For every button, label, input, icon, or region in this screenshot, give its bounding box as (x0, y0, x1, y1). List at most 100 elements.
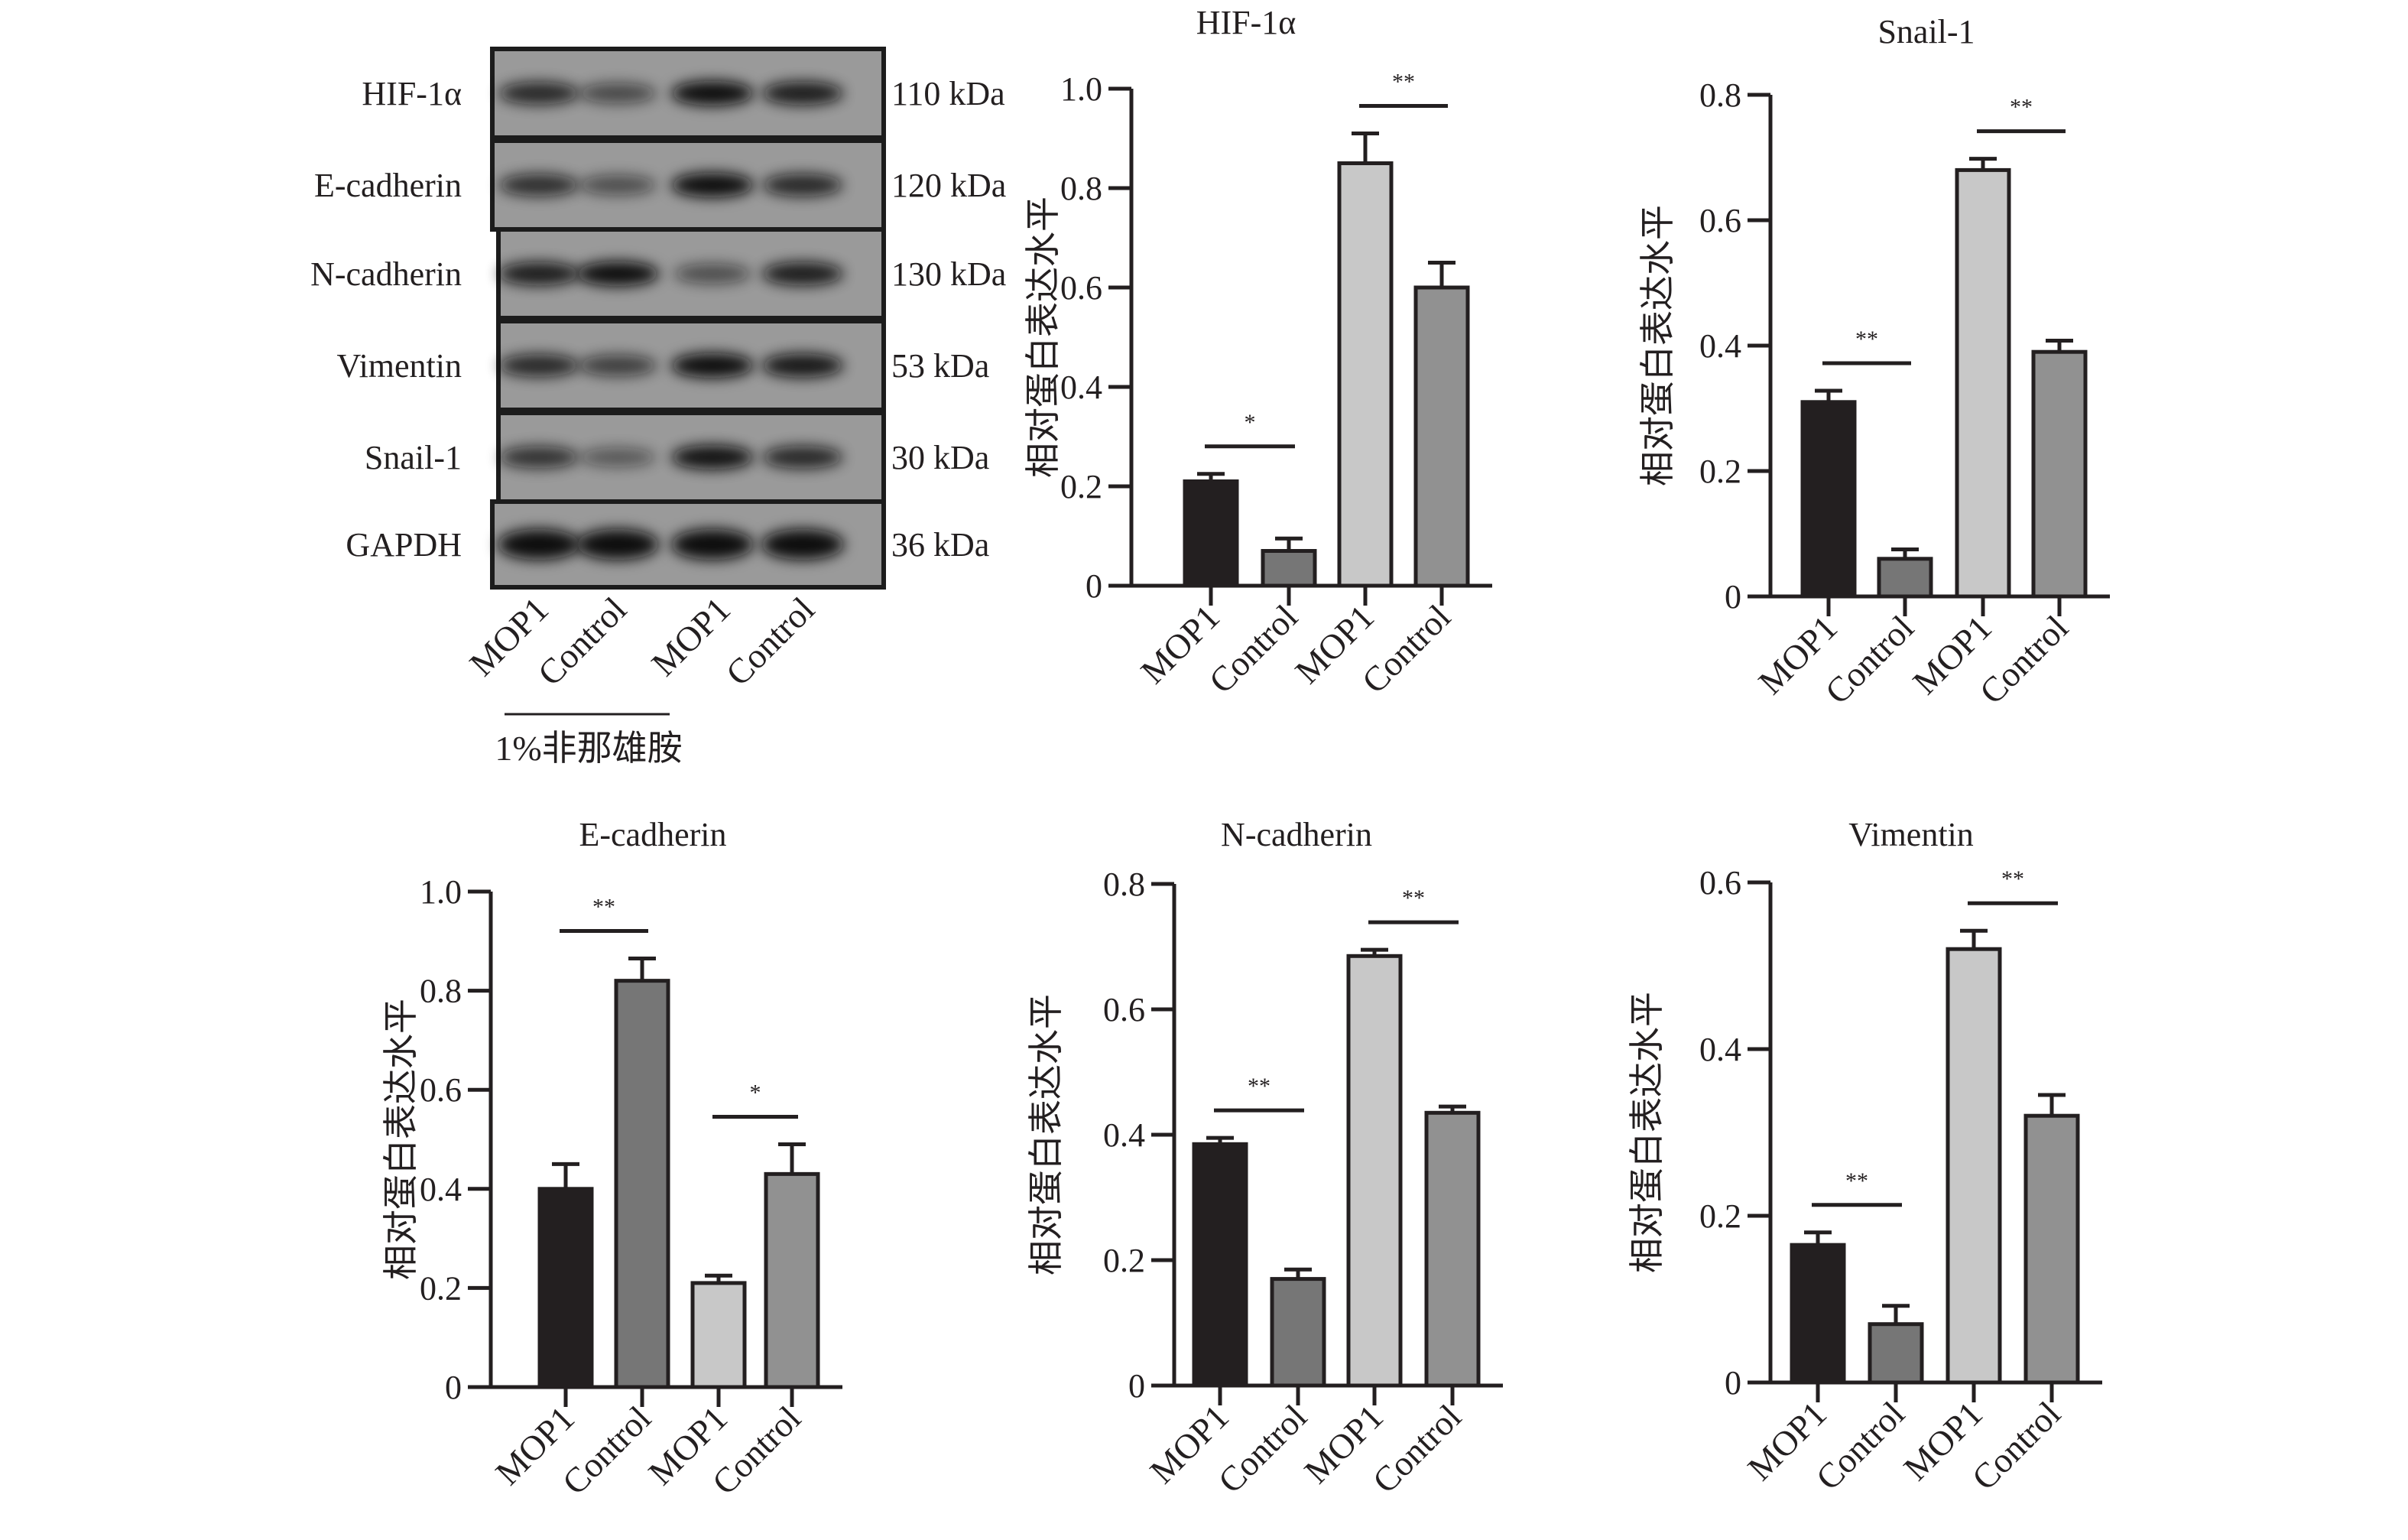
protein-band (671, 529, 754, 560)
protein-label: Vimentin (336, 347, 462, 385)
bar-1 (1270, 1277, 1326, 1388)
molecular-weight-label: 130 kDa (891, 255, 1006, 293)
y-tick-label: 0.4 (1103, 1116, 1145, 1154)
chart-title: E-cadherin (579, 816, 727, 853)
y-tick-label: 0.2 (1699, 1197, 1741, 1235)
y-tick-label: 0.4 (1699, 1031, 1741, 1068)
chart-title: N-cadherin (1221, 816, 1372, 853)
protein-band (761, 353, 844, 378)
protein-band (498, 174, 579, 197)
y-tick-label: 0.2 (420, 1269, 462, 1307)
bar-2 (1346, 954, 1403, 1388)
y-axis-label: 相对蛋白表达水平 (1022, 197, 1063, 478)
y-tick-label: 0.8 (420, 973, 462, 1010)
y-tick-label: 0 (1725, 578, 1741, 616)
blot-row-snail1: Snail-1 30 kDa (365, 411, 989, 504)
y-tick-label: 0 (1086, 567, 1102, 605)
bar-3 (1424, 1110, 1481, 1388)
bar-3 (2031, 349, 2088, 599)
protein-band (576, 262, 659, 286)
y-axis-label: 相对蛋白表达水平 (1626, 992, 1667, 1273)
x-tick-label: Control (555, 1399, 658, 1502)
bar-1 (614, 979, 670, 1389)
protein-label: N-cadherin (310, 255, 462, 293)
lane-label: Control (531, 590, 634, 693)
y-tick-label: 1.0 (420, 873, 462, 911)
western-blot-panel: HIF-1α 110 kDa E-cadherin 120 kDa N-cadherin… (310, 47, 1006, 768)
y-axis-label: 相对蛋白表达水平 (1637, 205, 1678, 486)
blot-row-ncadherin: N-cadherin 130 kDa (310, 227, 1006, 320)
significance-label: ** (1402, 885, 1425, 911)
bar-0 (1192, 1142, 1248, 1388)
blot-row-vimentin: Vimentin 53 kDa (336, 319, 989, 412)
bar-0 (1790, 1243, 1846, 1385)
y-tick-label: 0.6 (1699, 864, 1741, 902)
bar-2 (1946, 947, 2002, 1385)
protein-band (579, 175, 657, 195)
bar-0 (1800, 400, 1857, 599)
bar-1 (1877, 557, 1933, 599)
molecular-weight-label: 36 kDa (891, 526, 989, 564)
y-tick-label: 0.6 (420, 1071, 462, 1109)
significance-label: * (750, 1080, 761, 1105)
y-tick-label: 0.8 (1060, 170, 1102, 207)
chart-hif1: HIF-1α相对蛋白表达水平00.20.40.60.81.0MOP1Contro… (1022, 4, 1492, 700)
x-tick-label: Control (1809, 1394, 1912, 1497)
protein-band (498, 82, 579, 105)
protein-band (761, 529, 844, 560)
protein-band (579, 83, 657, 104)
treatment-label: 1%非那雄胺 (495, 729, 682, 768)
y-tick-label: 0.2 (1103, 1242, 1145, 1279)
x-tick-label: Control (1365, 1397, 1468, 1500)
protein-label: HIF-1α (362, 75, 462, 112)
protein-band (762, 446, 843, 469)
significance-label: ** (1392, 70, 1415, 95)
protein-band (671, 173, 754, 197)
y-tick-label: 0.4 (1699, 327, 1741, 365)
chart-title: HIF-1α (1196, 4, 1296, 41)
significance-label: ** (592, 894, 615, 919)
chart-ecadherin: E-cadherin相对蛋白表达水平00.20.40.60.81.0MOP1Co… (380, 816, 842, 1502)
significance-label: ** (1845, 1168, 1868, 1194)
protein-band (498, 354, 579, 377)
protein-band (761, 81, 844, 106)
y-tick-label: 1.0 (1060, 70, 1102, 108)
blot-row-gapdh: GAPDH 36 kDa (346, 499, 989, 590)
y-tick-label: 0.4 (1060, 369, 1102, 406)
protein-band (498, 529, 580, 560)
protein-band (498, 262, 580, 286)
molecular-weight-label: 110 kDa (891, 75, 1005, 112)
blot-row-ecadherin: E-cadherin 120 kDa (314, 138, 1006, 232)
y-tick-label: 0.6 (1699, 202, 1741, 239)
x-tick-label: Control (1965, 1394, 2068, 1497)
y-tick-label: 0.2 (1699, 453, 1741, 490)
protein-band (579, 447, 656, 467)
protein-band (671, 353, 754, 378)
protein-band (576, 529, 659, 560)
x-tick-label: Control (1355, 597, 1458, 700)
y-tick-label: 0.6 (1103, 991, 1145, 1028)
significance-label: ** (2001, 866, 2024, 892)
y-axis-label: 相对蛋白表达水平 (1025, 994, 1066, 1275)
bar-2 (1955, 167, 2011, 599)
x-tick-label: Control (1818, 608, 1921, 711)
protein-band (761, 262, 844, 286)
bar-0 (1183, 479, 1239, 588)
y-axis-label: 相对蛋白表达水平 (380, 999, 421, 1280)
chart-vimentin: Vimentin相对蛋白表达水平00.20.40.6MOP1ControlMOP… (1626, 816, 2102, 1497)
molecular-weight-label: 120 kDa (891, 167, 1006, 204)
protein-band (671, 81, 754, 106)
protein-band (578, 355, 657, 376)
x-tick-label: Control (1202, 597, 1305, 700)
y-tick-label: 0.8 (1699, 76, 1741, 114)
chart-snail1: Snail-1相对蛋白表达水平00.20.40.60.8MOP1ControlM… (1637, 13, 2110, 711)
bar-0 (537, 1187, 594, 1389)
significance-label: ** (1855, 327, 1878, 352)
bar-3 (1413, 285, 1470, 588)
y-tick-label: 0.6 (1060, 269, 1102, 307)
bar-2 (1337, 161, 1394, 588)
protein-band (499, 446, 579, 469)
bar-3 (2023, 1113, 2080, 1385)
y-tick-label: 0.4 (420, 1171, 462, 1208)
